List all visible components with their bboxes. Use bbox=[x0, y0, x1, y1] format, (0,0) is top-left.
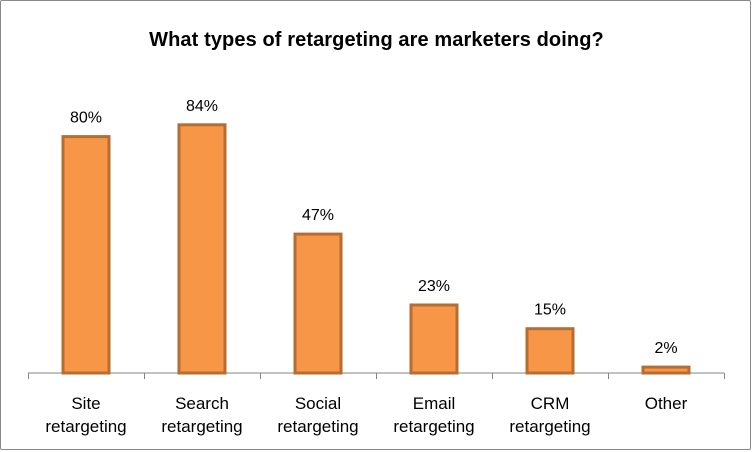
bar bbox=[525, 327, 575, 375]
category-label: retargeting bbox=[45, 417, 126, 436]
bar bbox=[177, 123, 227, 375]
category-label: Social bbox=[295, 394, 341, 413]
bar bbox=[641, 365, 691, 375]
category-label: Other bbox=[645, 394, 688, 413]
category-label: CRM bbox=[531, 394, 570, 413]
category-label: Site bbox=[71, 394, 100, 413]
data-label: 47% bbox=[302, 207, 334, 224]
chart-title: What types of retargeting are marketers … bbox=[149, 29, 604, 51]
data-label: 2% bbox=[654, 340, 677, 357]
category-label: Search bbox=[175, 394, 229, 413]
data-label: 23% bbox=[418, 278, 450, 295]
data-label: 84% bbox=[186, 98, 218, 115]
category-label: retargeting bbox=[509, 417, 590, 436]
category-label: retargeting bbox=[161, 417, 242, 436]
bar bbox=[409, 303, 459, 375]
bar bbox=[61, 135, 111, 375]
data-label: 80% bbox=[70, 110, 102, 127]
data-label: 15% bbox=[534, 302, 566, 319]
category-label: Email bbox=[413, 394, 456, 413]
category-label: retargeting bbox=[277, 417, 358, 436]
bar bbox=[293, 232, 343, 375]
category-label: retargeting bbox=[393, 417, 474, 436]
